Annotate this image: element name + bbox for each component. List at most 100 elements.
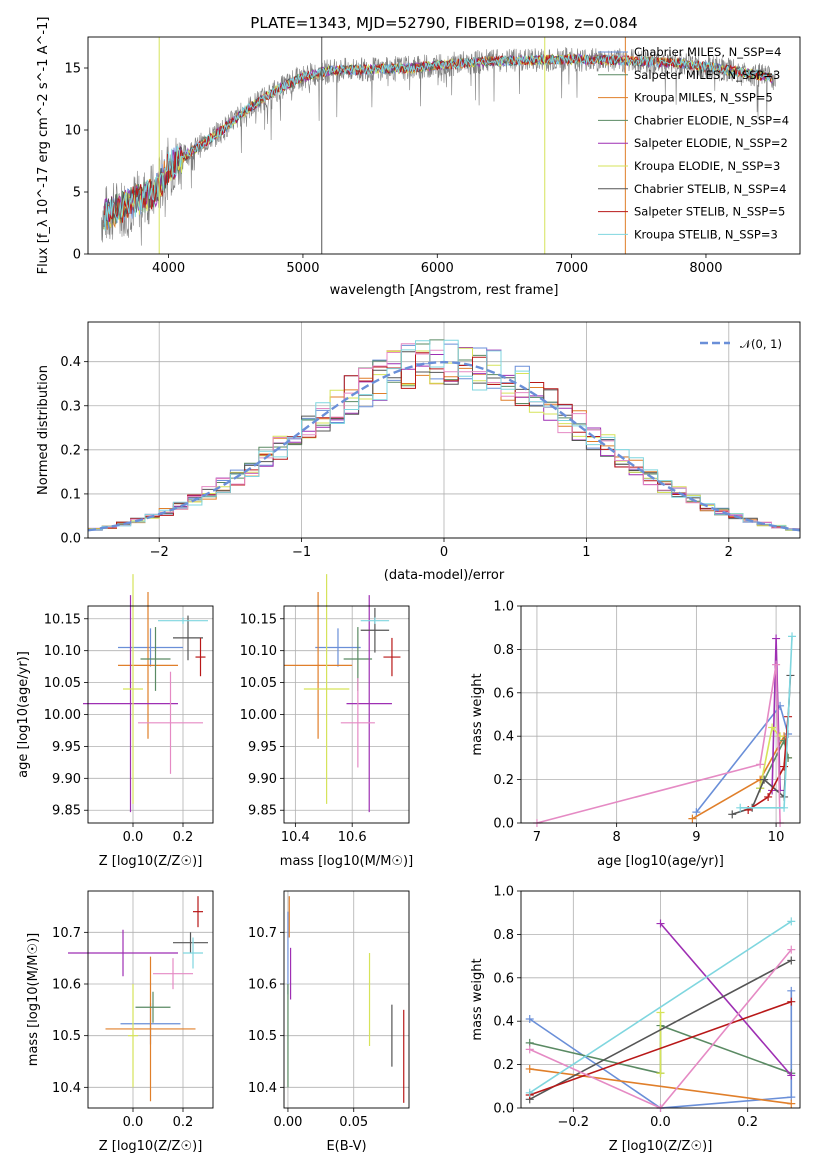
- y-tick-label: 0.0: [60, 532, 81, 547]
- y-tick-label: 0.8: [493, 928, 514, 943]
- y-tick-label: 0.0: [493, 817, 514, 832]
- histogram-step-line: [88, 339, 800, 531]
- weight-marker: [525, 1045, 534, 1054]
- weight-marker: [525, 1015, 534, 1024]
- y-tick-label: 15: [64, 62, 81, 77]
- axes-frame: [520, 890, 801, 1109]
- y-tick-label: 5: [73, 186, 81, 201]
- axes-frame: [283, 605, 410, 824]
- y-tick-label: 10.15: [240, 612, 277, 627]
- x-tick-label: 0.05: [339, 1115, 368, 1130]
- axes-frame: [87, 890, 214, 1109]
- y-tick-label: 9.90: [248, 772, 277, 787]
- x-tick-label: 0.2: [173, 830, 194, 845]
- legend-label: Chabrier MILES, N_SSP=4: [634, 45, 781, 59]
- weight-vs-age-panel: 7 8 9 10 0.0 0.2 0.4 0.6 0.8 1.0 age [log10(age/yr…: [470, 600, 801, 869]
- weight-marker: [787, 986, 796, 995]
- x-tick-label: 0.2: [173, 1115, 194, 1130]
- y-tick-label: 1.0: [493, 885, 514, 900]
- model-spectrum-line: [103, 54, 774, 231]
- x-tick-label: 4000: [152, 261, 185, 276]
- x-tick-label: −1: [292, 545, 311, 560]
- weight-marker: [525, 1088, 534, 1097]
- x-tick-label: 0.0: [123, 830, 144, 845]
- weight-marker: [787, 997, 796, 1006]
- weight-series-line: [529, 959, 792, 1101]
- x-axis-label: Z [log10(Z/Z☉)]: [609, 1139, 713, 1154]
- weight-marker: [780, 803, 789, 812]
- weight-marker: [756, 760, 765, 769]
- y-tick-label: 0.4: [493, 1015, 514, 1030]
- x-axis-label: (data-model)/error: [384, 568, 505, 583]
- y-axis-label: mass weight: [470, 958, 485, 1040]
- weight-series-line: [536, 664, 781, 824]
- y-tick-label: 1.0: [493, 600, 514, 615]
- x-tick-label: 10.6: [338, 830, 367, 845]
- y-tick-label: 10.00: [44, 708, 81, 723]
- axes-frame: [520, 605, 801, 824]
- y-tick-label: 0.2: [493, 1058, 514, 1073]
- y-tick-label: 10.6: [52, 978, 81, 993]
- histogram-step-line: [88, 352, 800, 530]
- residual-histogram-panel: −2 −1 0 1 2 0.0 0.1 0.2 0.3 0.4 (data-model)/error…: [36, 321, 801, 583]
- y-tick-label: 10.00: [240, 708, 277, 723]
- spectrum-panel: 4000 5000 6000 7000 8000 0 5 10 15 wavelength [An…: [36, 17, 801, 298]
- weight-marker: [787, 917, 796, 926]
- weight-marker: [787, 956, 796, 965]
- weight-marker: [787, 1099, 796, 1108]
- x-tick-label: −0.2: [558, 1115, 590, 1130]
- y-tick-label: 10.5: [248, 1029, 277, 1044]
- weight-marker: [764, 792, 773, 801]
- y-tick-label: 10.15: [44, 612, 81, 627]
- y-tick-label: 9.85: [248, 804, 277, 819]
- y-axis-label: mass [log10(M/M☉)]: [26, 933, 41, 1066]
- legend-label: Salpeter STELIB, N_SSP=5: [634, 205, 785, 219]
- y-tick-label: 0.3: [60, 399, 81, 414]
- y-tick-label: 0.4: [60, 355, 81, 370]
- mass-vs-metallicity-panel: 0.0 0.2 10.4 10.5 10.6 10.7 Z [log10(Z/Z☉)] mas…: [26, 890, 214, 1154]
- legend-label: Salpeter ELODIE, N_SSP=2: [634, 136, 788, 150]
- y-axis-label: Flux [f_λ 10^-17 erg cm^-2 s^-1 A^-1]: [36, 17, 51, 275]
- weight-vs-metallicity-panel: −0.2 0.0 0.2 0.0 0.2 0.4 0.6 0.8 1.0 Z [log10(Z/Z…: [470, 885, 801, 1154]
- weight-marker: [772, 634, 781, 643]
- x-axis-label: E(B-V): [326, 1139, 366, 1154]
- y-tick-label: 10.4: [52, 1081, 81, 1096]
- y-tick-label: 0.8: [493, 643, 514, 658]
- y-tick-label: 9.85: [52, 804, 81, 819]
- normal-reference-curve: [87, 360, 801, 532]
- weight-marker: [656, 919, 665, 928]
- y-tick-label: 9.95: [248, 740, 277, 755]
- x-tick-label: 7000: [555, 261, 588, 276]
- mass-vs-extinction-panel: 0.00 0.05 10.4 10.5 10.6 10.7 E(B-V): [248, 890, 410, 1154]
- x-tick-label: 5000: [286, 261, 319, 276]
- age-vs-metallicity-panel: 0.0 0.2 9.85 9.90 9.95 10.00 10.05 10.10 10.15 Z …: [16, 574, 214, 869]
- weight-marker: [688, 814, 697, 823]
- legend-label: Kroupa MILES, N_SSP=5: [634, 91, 773, 105]
- weight-series-line: [529, 920, 792, 1094]
- y-tick-label: 0.6: [493, 686, 514, 701]
- y-tick-label: 9.95: [52, 740, 81, 755]
- weight-series-line: [529, 1000, 792, 1096]
- y-tick-label: 0.1: [60, 487, 81, 502]
- observed-spectrum-line: [101, 47, 776, 246]
- weight-marker: [787, 945, 796, 954]
- weight-marker: [787, 1071, 796, 1080]
- weight-marker: [788, 632, 797, 641]
- y-tick-label: 10.05: [240, 676, 277, 691]
- weight-marker: [656, 1008, 665, 1017]
- model-spectrum-line: [103, 54, 773, 223]
- y-tick-label: 10.10: [44, 644, 81, 659]
- y-tick-label: 9.90: [52, 772, 81, 787]
- weight-marker: [736, 803, 745, 812]
- x-axis-label: age [log10(age/yr)]: [597, 854, 724, 869]
- x-tick-label: 0.0: [123, 1115, 144, 1130]
- x-axis-label: wavelength [Angstrom, rest frame]: [330, 283, 559, 298]
- x-axis-label: Z [log10(Z/Z☉)]: [99, 854, 203, 869]
- weight-marker: [728, 810, 737, 819]
- weight-marker: [525, 1064, 534, 1073]
- x-tick-label: 0: [440, 545, 448, 560]
- x-tick-label: 8000: [689, 261, 722, 276]
- figure-title: PLATE=1343, MJD=52790, FIBERID=0198, z=0…: [250, 14, 637, 32]
- weight-series-line: [659, 922, 792, 1077]
- x-tick-label: 9: [692, 830, 700, 845]
